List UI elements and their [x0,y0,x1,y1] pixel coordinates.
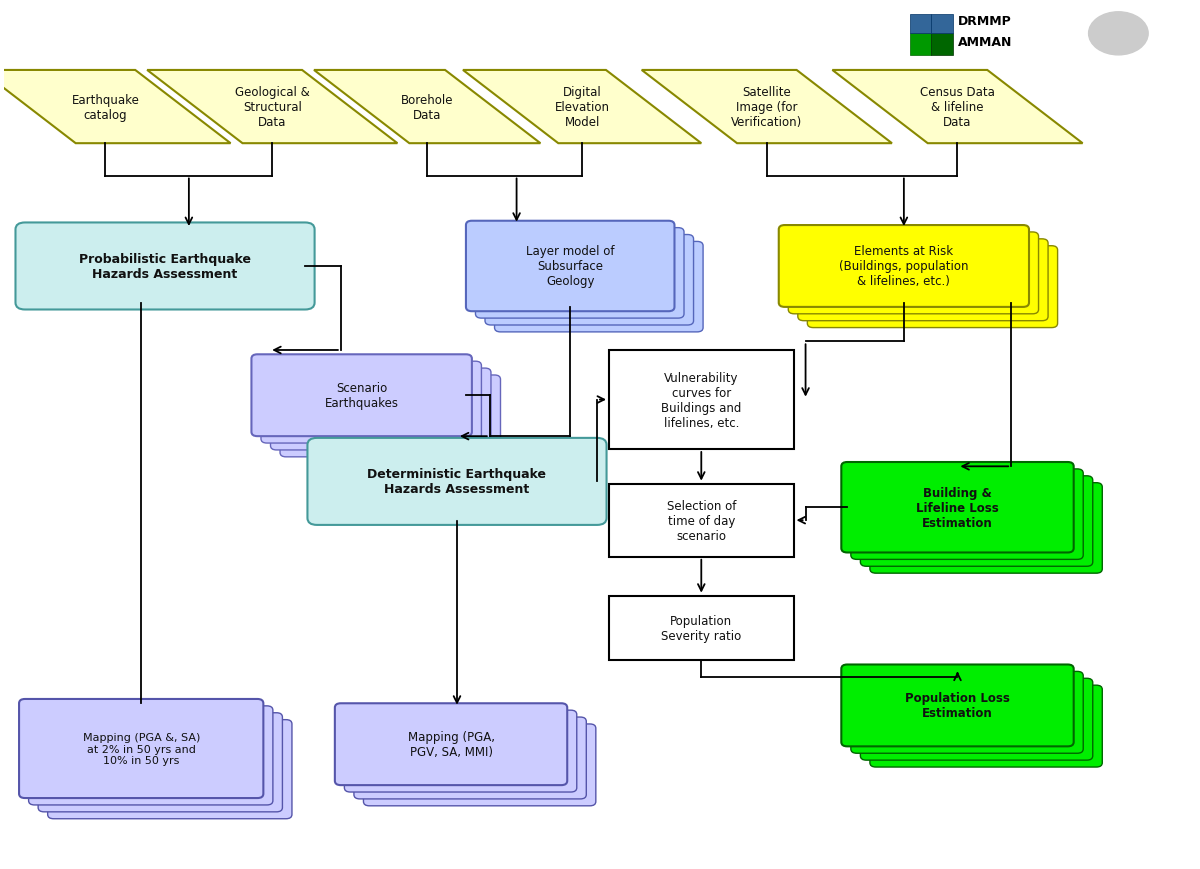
Text: Geological &
Structural
Data: Geological & Structural Data [235,86,310,129]
Text: Deterministic Earthquake
Hazards Assessment: Deterministic Earthquake Hazards Assessm… [367,468,546,496]
Text: DRMMP: DRMMP [958,15,1012,28]
FancyBboxPatch shape [841,462,1074,553]
Text: Satellite
Image (for
Verification): Satellite Image (for Verification) [731,86,803,129]
FancyBboxPatch shape [608,350,793,449]
FancyBboxPatch shape [16,223,314,310]
Text: Layer model of
Subsurface
Geology: Layer model of Subsurface Geology [526,245,614,289]
FancyBboxPatch shape [779,226,1030,308]
Text: Population
Severity ratio: Population Severity ratio [661,614,742,642]
FancyBboxPatch shape [608,484,793,557]
FancyBboxPatch shape [798,240,1048,322]
FancyBboxPatch shape [870,483,1103,574]
Polygon shape [314,71,540,144]
FancyBboxPatch shape [280,375,500,457]
Circle shape [1088,13,1148,56]
Text: Mapping (PGA &, SA)
at 2% in 50 yrs and
10% in 50 yrs: Mapping (PGA &, SA) at 2% in 50 yrs and … [83,732,200,766]
FancyBboxPatch shape [851,469,1084,560]
FancyBboxPatch shape [841,665,1074,746]
Text: Borehole
Data: Borehole Data [401,94,454,122]
Polygon shape [463,71,701,144]
Text: Elements at Risk
(Buildings, population
& lifelines, etc.): Elements at Risk (Buildings, population … [839,245,968,289]
FancyBboxPatch shape [270,368,491,450]
Text: Vulnerability
curves for
Buildings and
lifelines, etc.: Vulnerability curves for Buildings and l… [661,371,742,429]
Text: Earthquake
catalog: Earthquake catalog [72,94,139,122]
FancyBboxPatch shape [494,242,703,333]
Text: Digital
Elevation
Model: Digital Elevation Model [554,86,610,129]
FancyBboxPatch shape [931,34,953,56]
FancyBboxPatch shape [870,686,1103,767]
FancyBboxPatch shape [910,34,931,56]
FancyBboxPatch shape [860,679,1093,760]
Polygon shape [148,71,397,144]
FancyBboxPatch shape [29,706,272,805]
FancyBboxPatch shape [931,16,953,34]
FancyBboxPatch shape [860,476,1093,567]
FancyBboxPatch shape [485,235,694,326]
Text: Census Data
& lifeline
Data: Census Data & lifeline Data [920,86,995,129]
Polygon shape [0,71,230,144]
Text: AMMAN: AMMAN [958,36,1012,50]
FancyBboxPatch shape [344,710,577,793]
FancyBboxPatch shape [364,724,596,806]
FancyBboxPatch shape [19,700,263,798]
Text: Scenario
Earthquakes: Scenario Earthquakes [325,381,398,410]
FancyBboxPatch shape [910,16,931,34]
FancyBboxPatch shape [788,233,1038,315]
Polygon shape [833,71,1082,144]
FancyBboxPatch shape [48,720,292,819]
Text: Population Loss
Estimation: Population Loss Estimation [905,692,1010,720]
FancyBboxPatch shape [354,717,587,799]
FancyBboxPatch shape [808,247,1057,328]
Text: Probabilistic Earthquake
Hazards Assessment: Probabilistic Earthquake Hazards Assessm… [79,253,251,281]
Text: Building &
Lifeline Loss
Estimation: Building & Lifeline Loss Estimation [916,486,998,529]
FancyBboxPatch shape [260,362,481,443]
FancyBboxPatch shape [851,672,1084,753]
FancyBboxPatch shape [38,713,282,812]
FancyBboxPatch shape [307,438,606,525]
Text: Selection of
time of day
scenario: Selection of time of day scenario [667,499,736,542]
FancyBboxPatch shape [252,355,472,436]
Text: Mapping (PGA,
PGV, SA, MMI): Mapping (PGA, PGV, SA, MMI) [408,730,494,759]
FancyBboxPatch shape [335,704,568,786]
FancyBboxPatch shape [608,596,793,660]
Polygon shape [642,71,892,144]
FancyBboxPatch shape [466,222,674,312]
FancyBboxPatch shape [475,229,684,319]
